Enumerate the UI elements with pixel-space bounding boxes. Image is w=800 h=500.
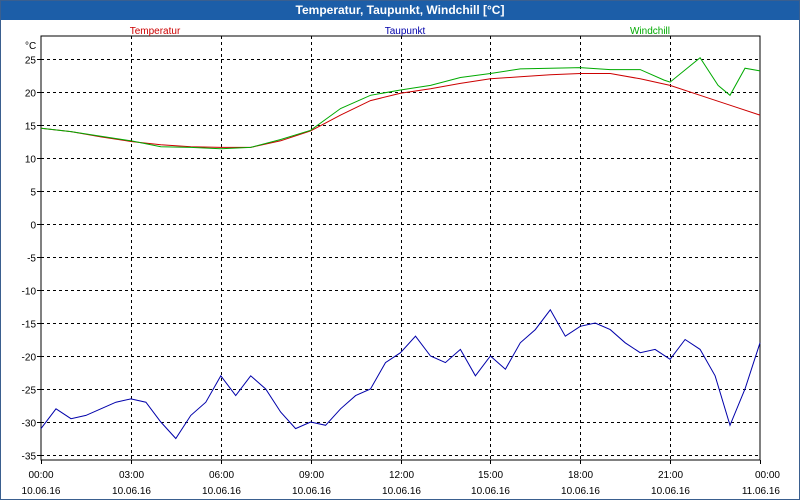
x-axis: 00:00 10.06.16 03:00 10.06.16 06:00 10.06.16 0…: [22, 460, 781, 497]
x-tick-date: 11.06.16: [742, 486, 781, 497]
y-tick-label: 5: [30, 188, 36, 199]
x-tick-date: 10.06.16: [202, 486, 241, 497]
y-tick-label: -10: [22, 287, 37, 298]
y-tick-label: 15: [25, 122, 37, 133]
y-tick-label: -5: [27, 254, 36, 265]
y-axis-unit: °C: [25, 41, 36, 52]
y-tick-label: -20: [22, 353, 37, 364]
x-tick-date: 10.06.16: [112, 486, 151, 497]
chart-title: Temperatur, Taupunkt, Windchill [°C]: [1, 1, 799, 20]
y-tick-label: 25: [25, 56, 37, 67]
y-tick-label: -15: [22, 320, 37, 331]
legend: Temperatur Taupunkt Windchill: [130, 26, 670, 37]
x-tick-date: 10.06.16: [561, 486, 600, 497]
y-tick-label: -25: [22, 386, 37, 397]
y-tick-label: 20: [25, 89, 37, 100]
series-line-taupunkt: [40, 308, 761, 440]
x-tick-date: 10.06.16: [651, 486, 690, 497]
legend-item-temperatur: Temperatur: [130, 26, 181, 37]
x-tick-date: 10.06.16: [382, 486, 421, 497]
legend-item-windchill: Windchill: [630, 26, 670, 37]
x-tick-time: 15:00: [478, 470, 503, 481]
x-tick-date: 10.06.16: [471, 486, 510, 497]
x-tick-time: 12:00: [389, 470, 414, 481]
grid-lines: [41, 36, 760, 460]
y-tick-label: 10: [25, 155, 37, 166]
x-tick-time: 06:00: [209, 470, 234, 481]
y-tick-label: -30: [22, 419, 37, 430]
x-tick-date: 10.06.16: [22, 486, 61, 497]
x-tick-time: 18:00: [568, 470, 593, 481]
y-axis: °C 25 20 15 10 5 0 -5 -10 -15 -20 -25 -30 -35: [22, 41, 41, 463]
x-tick-time: 03:00: [119, 470, 144, 481]
y-tick-label: 0: [30, 221, 36, 232]
legend-item-taupunkt: Taupunkt: [385, 26, 426, 37]
y-tick-label: -35: [22, 452, 37, 463]
x-tick-time: 21:00: [658, 470, 683, 481]
series-lines: [40, 56, 761, 440]
series-line-windchill: [40, 56, 761, 150]
x-tick-time: 00:00: [28, 470, 53, 481]
plot-area: [40, 35, 761, 461]
x-tick-time: 09:00: [299, 470, 324, 481]
series-line-temperatur: [40, 73, 761, 148]
x-tick-date: 10.06.16: [292, 486, 331, 497]
x-tick-time: 00:00: [755, 470, 780, 481]
